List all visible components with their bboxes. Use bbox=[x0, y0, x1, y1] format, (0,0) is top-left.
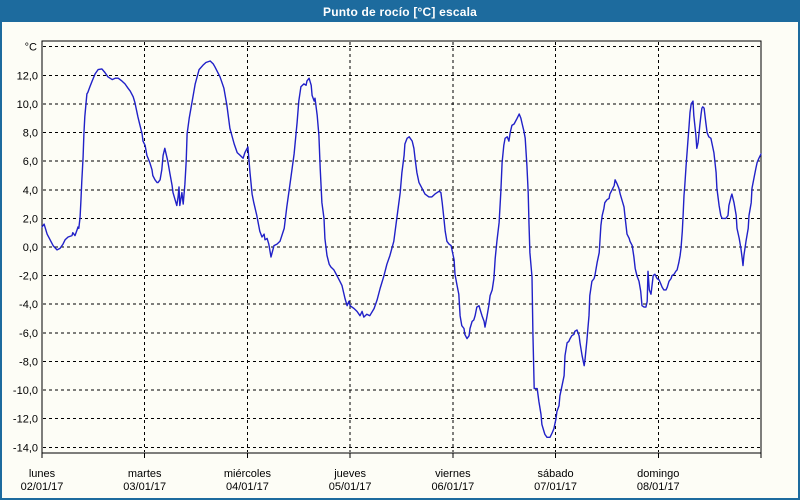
x-axis-day-label: martes bbox=[128, 468, 162, 480]
y-axis-label: 4,0 bbox=[23, 185, 38, 197]
y-axis-label: -8,0 bbox=[19, 356, 38, 368]
x-axis-date-label: 03/01/17 bbox=[123, 481, 166, 493]
y-axis-label: -14,0 bbox=[13, 442, 38, 454]
y-axis-label: 0,0 bbox=[23, 242, 38, 254]
y-axis-label: -6,0 bbox=[19, 328, 38, 340]
y-axis-unit-label: °C bbox=[25, 42, 37, 54]
y-axis-label: 6,0 bbox=[23, 156, 38, 168]
y-axis-label: -10,0 bbox=[13, 385, 38, 397]
y-axis-label: -2,0 bbox=[19, 271, 38, 283]
dewpoint-line-chart: °C 12,0 10,0 8,0 6,0 4,0 2,0 0,0 -2,0 -4,0 -6,0 -8,… bbox=[13, 40, 762, 493]
plot-border bbox=[41, 40, 762, 454]
window-title: Punto de rocío [°C] escala bbox=[322, 5, 478, 19]
y-axis-label: 2,0 bbox=[23, 213, 38, 225]
dewpoint-series-line bbox=[41, 60, 762, 438]
x-axis-day-label: sábado bbox=[538, 468, 574, 480]
x-axis-date-label: 07/01/17 bbox=[534, 481, 577, 493]
x-axis-date-label: 05/01/17 bbox=[329, 481, 372, 493]
y-axis-label: -4,0 bbox=[19, 299, 38, 311]
x-axis-date-label: 06/01/17 bbox=[431, 481, 474, 493]
x-axis-day-label: viernes bbox=[435, 468, 471, 480]
x-axis-date-label: 04/01/17 bbox=[226, 481, 269, 493]
y-axis-label: -12,0 bbox=[13, 414, 38, 426]
y-axis-label: 10,0 bbox=[17, 99, 38, 111]
window-titlebar: Punto de rocío [°C] escala bbox=[2, 2, 798, 22]
y-axis-label: 8,0 bbox=[23, 128, 38, 140]
x-axis-day-label: miércoles bbox=[224, 468, 272, 480]
y-axis-label: 12,0 bbox=[17, 70, 38, 82]
x-axis-date-label: 08/01/17 bbox=[637, 481, 680, 493]
x-axis-date-label: 02/01/17 bbox=[21, 481, 64, 493]
x-axis-day-label: domingo bbox=[637, 468, 679, 480]
x-axis-day-label: jueves bbox=[333, 468, 366, 480]
x-axis-day-label: lunes bbox=[29, 468, 56, 480]
